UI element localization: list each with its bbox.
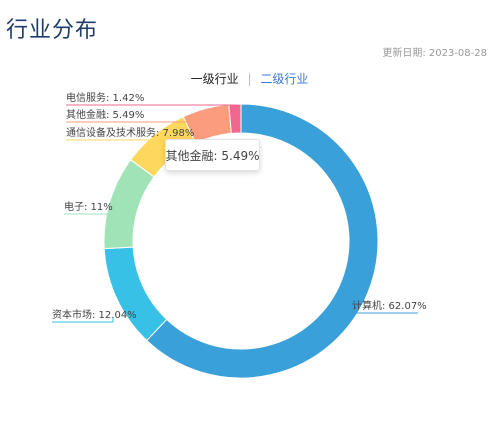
slice-label-2: 资本市场: 12.04% — [52, 308, 137, 321]
donut-slice-1[interactable] — [146, 103, 379, 379]
chart-tooltip: 其他金融: 5.49% — [165, 139, 260, 171]
label-leader-line-1 — [337, 292, 418, 314]
slice-label-4: 通信设备及技术服务: 7.98% — [66, 126, 194, 139]
slice-label-1: 计算机: 62.07% — [352, 299, 427, 312]
tab-divider: | — [247, 72, 252, 86]
label-leader-line-6 — [66, 104, 237, 120]
slice-label-3: 电子: 11% — [64, 200, 113, 213]
slice-label-6: 电信服务: 1.42% — [66, 91, 144, 104]
label-leader-line-4 — [66, 139, 159, 152]
label-leader-line-5 — [66, 121, 220, 133]
tab-level-1[interactable]: 一级行业 — [190, 72, 239, 86]
donut-slice-2[interactable] — [103, 246, 168, 342]
donut-slice-6[interactable] — [228, 103, 242, 134]
update-date: 更新日期: 2023-08-28 — [382, 48, 487, 59]
page-title: 行业分布 — [6, 18, 99, 43]
industry-level-tabs: 一级行业 | 二级行业 — [0, 70, 499, 87]
tab-level-2[interactable]: 二级行业 — [260, 72, 309, 86]
slice-label-5: 其他金融: 5.49% — [66, 108, 144, 121]
label-leader-line-2 — [52, 317, 114, 323]
